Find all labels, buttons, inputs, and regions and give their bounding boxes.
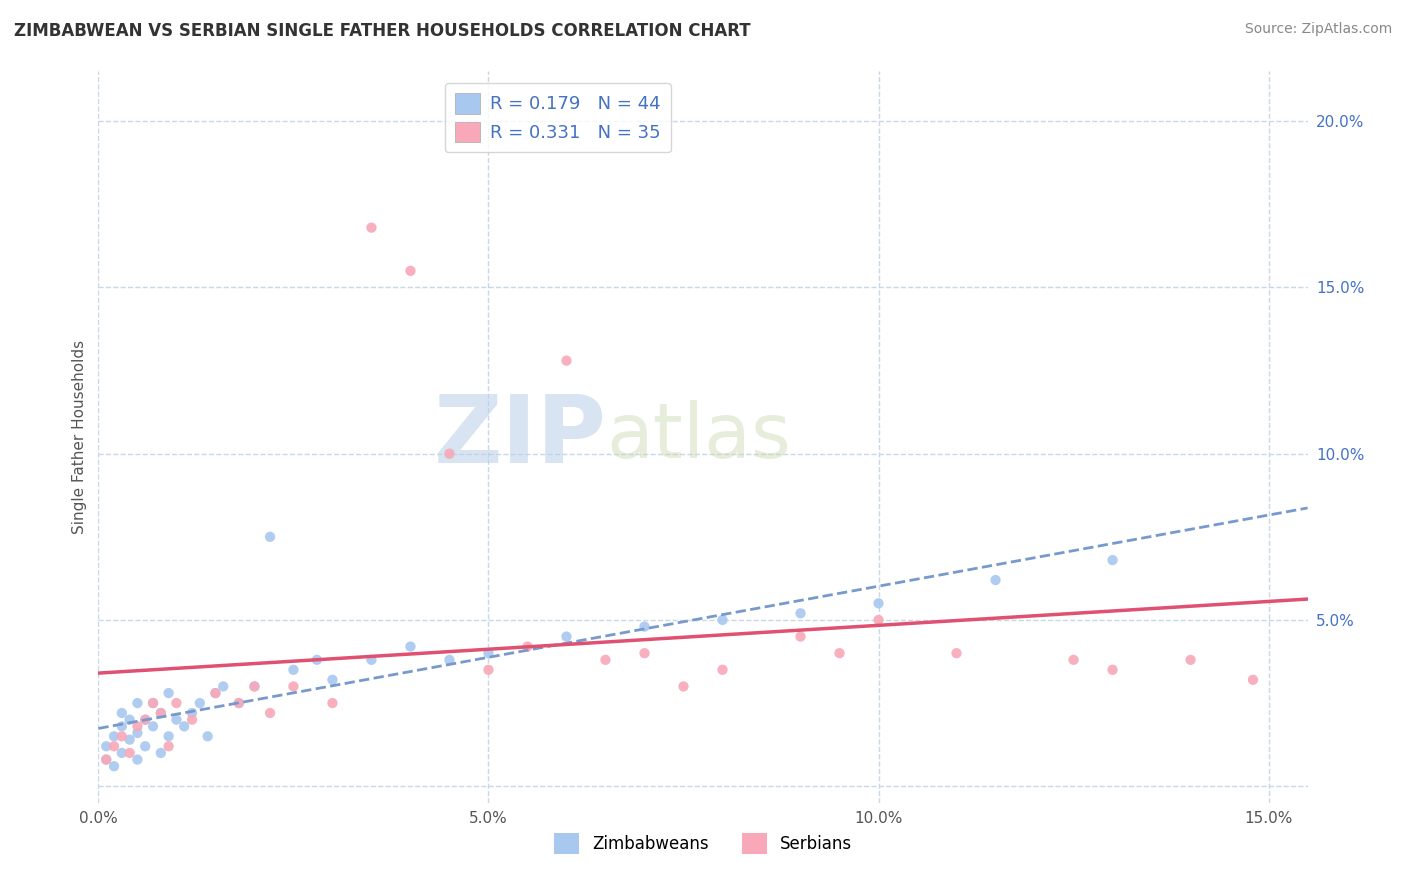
- Point: [181, 713, 204, 727]
- Point: [711, 663, 734, 677]
- Point: [1101, 553, 1123, 567]
- Point: [149, 706, 172, 720]
- Point: [1180, 653, 1202, 667]
- Point: [360, 653, 382, 667]
- Point: [633, 619, 655, 633]
- Point: [477, 646, 499, 660]
- Point: [96, 753, 118, 767]
- Point: [142, 696, 165, 710]
- Point: [399, 264, 422, 278]
- Point: [711, 613, 734, 627]
- Point: [96, 753, 118, 767]
- Point: [134, 739, 156, 754]
- Point: [283, 663, 305, 677]
- Y-axis label: Single Father Households: Single Father Households: [72, 340, 87, 534]
- Point: [1241, 673, 1264, 687]
- Point: [439, 447, 461, 461]
- Text: atlas: atlas: [606, 401, 792, 474]
- Point: [672, 680, 695, 694]
- Point: [283, 680, 305, 694]
- Point: [111, 719, 134, 733]
- Point: [181, 706, 204, 720]
- Point: [96, 739, 118, 754]
- Point: [127, 726, 149, 740]
- Point: [1063, 653, 1085, 667]
- Point: [595, 653, 617, 667]
- Point: [789, 607, 811, 621]
- Point: [142, 719, 165, 733]
- Point: [555, 353, 578, 368]
- Point: [868, 613, 890, 627]
- Point: [259, 530, 281, 544]
- Point: [243, 680, 266, 694]
- Point: [149, 706, 172, 720]
- Point: [157, 686, 180, 700]
- Point: [228, 696, 250, 710]
- Point: [157, 729, 180, 743]
- Point: [984, 573, 1007, 587]
- Point: [111, 746, 134, 760]
- Point: [127, 719, 149, 733]
- Point: [165, 696, 187, 710]
- Point: [516, 640, 538, 654]
- Point: [173, 719, 195, 733]
- Point: [477, 663, 499, 677]
- Point: [321, 696, 343, 710]
- Point: [103, 729, 125, 743]
- Point: [360, 220, 382, 235]
- Point: [828, 646, 851, 660]
- Point: [127, 696, 149, 710]
- Point: [1101, 663, 1123, 677]
- Legend: Zimbabweans, Serbians: Zimbabweans, Serbians: [547, 827, 859, 860]
- Point: [149, 746, 172, 760]
- Point: [399, 640, 422, 654]
- Point: [228, 696, 250, 710]
- Text: ZIP: ZIP: [433, 391, 606, 483]
- Point: [197, 729, 219, 743]
- Point: [165, 713, 187, 727]
- Point: [439, 653, 461, 667]
- Point: [103, 759, 125, 773]
- Point: [633, 646, 655, 660]
- Point: [789, 630, 811, 644]
- Text: Source: ZipAtlas.com: Source: ZipAtlas.com: [1244, 22, 1392, 37]
- Point: [111, 706, 134, 720]
- Point: [188, 696, 211, 710]
- Point: [204, 686, 226, 700]
- Point: [127, 753, 149, 767]
- Point: [118, 713, 141, 727]
- Point: [243, 680, 266, 694]
- Point: [118, 732, 141, 747]
- Point: [555, 630, 578, 644]
- Point: [142, 696, 165, 710]
- Point: [212, 680, 235, 694]
- Point: [134, 713, 156, 727]
- Point: [305, 653, 328, 667]
- Point: [157, 739, 180, 754]
- Point: [204, 686, 226, 700]
- Text: ZIMBABWEAN VS SERBIAN SINGLE FATHER HOUSEHOLDS CORRELATION CHART: ZIMBABWEAN VS SERBIAN SINGLE FATHER HOUS…: [14, 22, 751, 40]
- Point: [103, 739, 125, 754]
- Point: [868, 596, 890, 610]
- Point: [118, 746, 141, 760]
- Point: [111, 729, 134, 743]
- Point: [259, 706, 281, 720]
- Point: [134, 713, 156, 727]
- Point: [945, 646, 967, 660]
- Point: [321, 673, 343, 687]
